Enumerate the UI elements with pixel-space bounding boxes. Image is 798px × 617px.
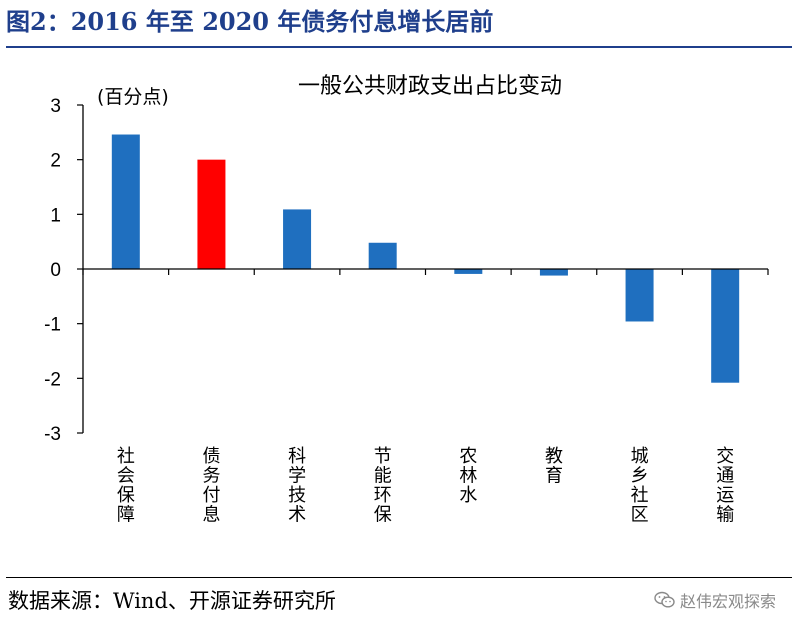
watermark: 赵伟宏观探索 — [654, 588, 776, 612]
x-category-label: 节能环保 — [374, 446, 392, 526]
figure-title: 图2：2016 年至 2020 年债务付息增长居前 — [6, 7, 494, 36]
chart-title: 一般公共财政支出占比变动 — [298, 74, 562, 99]
y-axis-ticks: 3 2 1 0 -1 -2 -3 — [44, 96, 83, 445]
title-rule — [6, 46, 792, 48]
x-category-label: 社会保障 — [117, 446, 135, 526]
x-category-label: 农林水 — [459, 446, 477, 506]
x-category-label: 教育 — [545, 446, 563, 487]
y-tick-label: 0 — [50, 260, 61, 281]
wechat-icon — [654, 591, 675, 608]
y-tick-label: 3 — [50, 96, 61, 117]
y-tick-label: -2 — [44, 369, 61, 390]
y-tick-label: -1 — [44, 315, 61, 336]
bar — [197, 159, 226, 269]
bar — [539, 269, 568, 276]
bar — [454, 269, 483, 274]
y-tick-label: 2 — [50, 151, 61, 172]
y-tick-label: 1 — [50, 205, 61, 226]
x-category-label: 城乡社区 — [631, 446, 649, 526]
bars — [111, 134, 740, 383]
x-category-label: 交通运输 — [716, 446, 734, 526]
axes — [82, 105, 769, 433]
watermark-text: 赵伟宏观探索 — [679, 592, 776, 611]
y-tick-label: -3 — [44, 424, 61, 445]
bar — [711, 269, 740, 383]
bar — [111, 134, 140, 269]
source-rule — [6, 577, 792, 578]
bar — [283, 209, 312, 269]
bar-chart: 一般公共财政支出占比变动 (百分点) 3 2 1 0 -1 -2 -3 社会保障 债务付息 科学… — [44, 74, 769, 526]
source-note: 数据来源：Wind、开源证券研究所 — [8, 589, 336, 613]
x-axis-labels: 社会保障 债务付息 科学技术 节能环保 农林水 教育 城乡社区 交通运输 — [117, 446, 734, 526]
y-axis-unit-label: (百分点) — [97, 86, 169, 108]
bar — [368, 242, 397, 269]
x-category-label: 科学技术 — [288, 446, 306, 526]
x-category-label: 债务付息 — [202, 446, 220, 526]
bar — [625, 269, 654, 322]
